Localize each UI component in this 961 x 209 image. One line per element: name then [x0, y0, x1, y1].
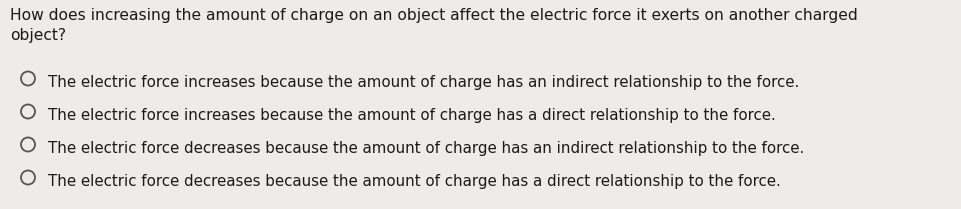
Text: The electric force increases because the amount of charge has a direct relations: The electric force increases because the… [48, 108, 776, 123]
Text: The electric force decreases because the amount of charge has a direct relations: The electric force decreases because the… [48, 174, 780, 189]
Text: How does increasing the amount of charge on an object affect the electric force : How does increasing the amount of charge… [10, 8, 858, 43]
Text: The electric force decreases because the amount of charge has an indirect relati: The electric force decreases because the… [48, 141, 804, 156]
Text: The electric force increases because the amount of charge has an indirect relati: The electric force increases because the… [48, 75, 800, 90]
